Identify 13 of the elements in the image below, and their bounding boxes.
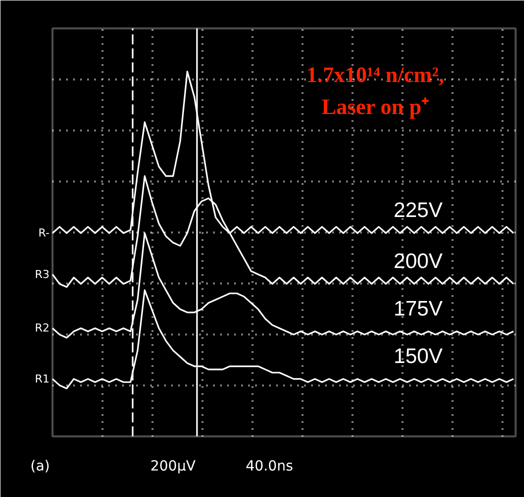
text: Laser on p⁺: [322, 94, 430, 119]
series-label: 175V: [394, 297, 443, 320]
chart-title: 1.7x10¹⁴ n/cm²,: [306, 62, 444, 88]
text: R-: [38, 226, 50, 240]
text: 40.0ns: [246, 458, 294, 474]
text: (a): [30, 458, 50, 474]
text: R3: [34, 268, 50, 281]
text: R2: [34, 322, 50, 335]
series-label: 225V: [394, 199, 443, 222]
text: 200µV: [150, 458, 196, 474]
text: R1: [34, 372, 50, 386]
series-label: 150V: [394, 344, 443, 368]
series-label: 200V: [394, 250, 443, 273]
